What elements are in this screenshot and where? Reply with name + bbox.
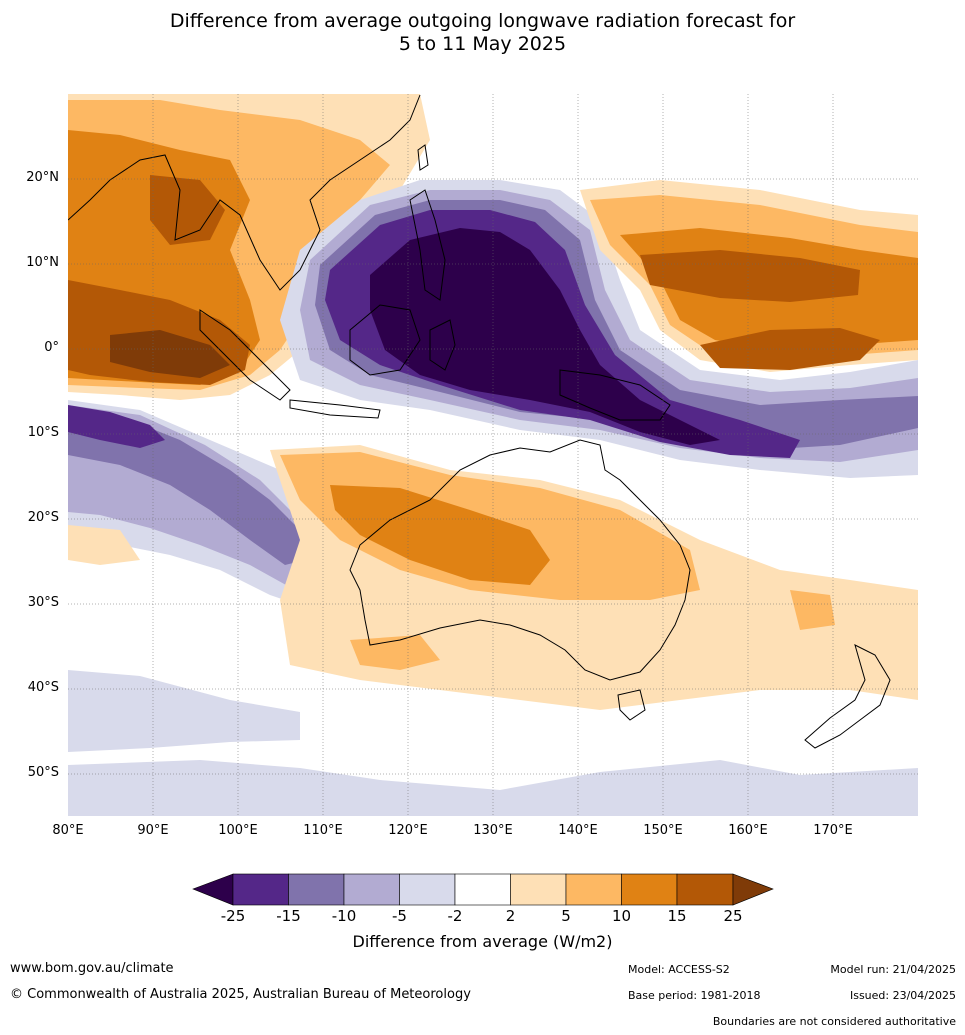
colorbar-title: Difference from average (W/m2) — [352, 932, 613, 951]
lat-label: 20°S — [27, 510, 59, 525]
lon-label: 160°E — [728, 823, 768, 838]
lon-label: 150°E — [643, 823, 683, 838]
southern-ocean-negative — [68, 670, 918, 816]
new-zealand-coast — [804, 644, 891, 749]
disclaimer-text: Boundaries are not considered authoritat… — [712, 1015, 956, 1028]
colorbar-bin — [343, 873, 400, 906]
colorbar-tick: 5 — [561, 907, 571, 925]
new-guinea-coast — [559, 369, 671, 421]
lon-label: 130°E — [473, 823, 513, 838]
colorbar-bin — [288, 873, 345, 906]
philippines-coast — [409, 189, 446, 301]
australia-positive-strong — [330, 485, 550, 585]
taiwan-coast — [417, 144, 429, 171]
colorbar-tick: -5 — [392, 907, 407, 925]
sumatra-coast — [199, 309, 291, 401]
lat-label: 50°S — [27, 765, 59, 780]
java-coast — [289, 399, 381, 419]
colorbar-tick: 10 — [611, 907, 632, 925]
lat-label: 10°S — [27, 425, 59, 440]
west-australia-offshore — [68, 525, 140, 565]
colorbar-bin — [621, 873, 678, 906]
indian-ocean-negative-core — [68, 405, 165, 448]
colorbar-bin — [454, 873, 511, 906]
lon-label: 140°E — [558, 823, 598, 838]
model-text: Model: ACCESS-S2 — [628, 963, 730, 976]
model-run-text: Model run: 21/04/2025 — [830, 963, 956, 976]
sulawesi-coast — [429, 319, 456, 371]
lon-label: 110°E — [303, 823, 343, 838]
website-link[interactable]: www.bom.gov.au/climate — [10, 961, 174, 976]
lon-label: 100°E — [218, 823, 258, 838]
colorbar-tick: 25 — [723, 907, 743, 925]
colorbar-tick: -2 — [447, 907, 463, 925]
asia-mainland-coast — [68, 94, 421, 291]
australia-coast — [349, 439, 691, 681]
lat-label: 0° — [44, 340, 59, 355]
colorbar-bin — [399, 873, 456, 906]
east-positive-patch — [350, 590, 835, 670]
colorbar-bin — [565, 873, 622, 906]
base-period-text: Base period: 1981-2018 — [628, 989, 761, 1002]
colorbar — [192, 873, 774, 906]
lat-label: 20°N — [26, 170, 59, 185]
lon-label: 90°E — [137, 823, 169, 838]
colorbar-low-extend — [192, 873, 234, 906]
lon-label: 170°E — [813, 823, 853, 838]
colorbar-bin — [676, 873, 734, 906]
west-positive-peak — [110, 330, 230, 378]
coastlines — [68, 94, 891, 749]
maritime-negative-peak — [370, 228, 720, 445]
lon-label: 80°E — [52, 823, 84, 838]
colorbar-tick: 15 — [667, 907, 687, 925]
west-positive-core — [68, 175, 250, 385]
tasmania-coast — [617, 689, 646, 721]
indian-ocean-negative-band-strong — [68, 408, 305, 565]
map-title-line2: 5 to 11 May 2025 — [398, 33, 567, 55]
colorbar-tick: -25 — [220, 907, 246, 925]
colorbar-bin — [232, 873, 289, 906]
copyright-text: © Commonwealth of Australia 2025, Austra… — [10, 987, 471, 1002]
map-title: Difference from average outgoing longwav… — [0, 10, 965, 56]
lat-label: 10°N — [26, 255, 59, 270]
map-title-line1: Difference from average outgoing longwav… — [169, 10, 796, 32]
colorbar-high-extend — [732, 873, 774, 906]
issued-text: Issued: 23/04/2025 — [849, 989, 956, 1002]
colorbar-tick: -10 — [331, 907, 357, 925]
borneo-coast — [349, 304, 421, 376]
lon-label: 120°E — [388, 823, 428, 838]
colorbar-tick: 2 — [505, 907, 516, 925]
lat-label: 40°S — [27, 680, 59, 695]
colorbar-tick: -15 — [276, 907, 301, 925]
graticule — [68, 94, 918, 816]
pacific-positive-core — [640, 250, 880, 370]
colorbar-bin — [510, 873, 567, 906]
lat-label: 30°S — [27, 595, 59, 610]
